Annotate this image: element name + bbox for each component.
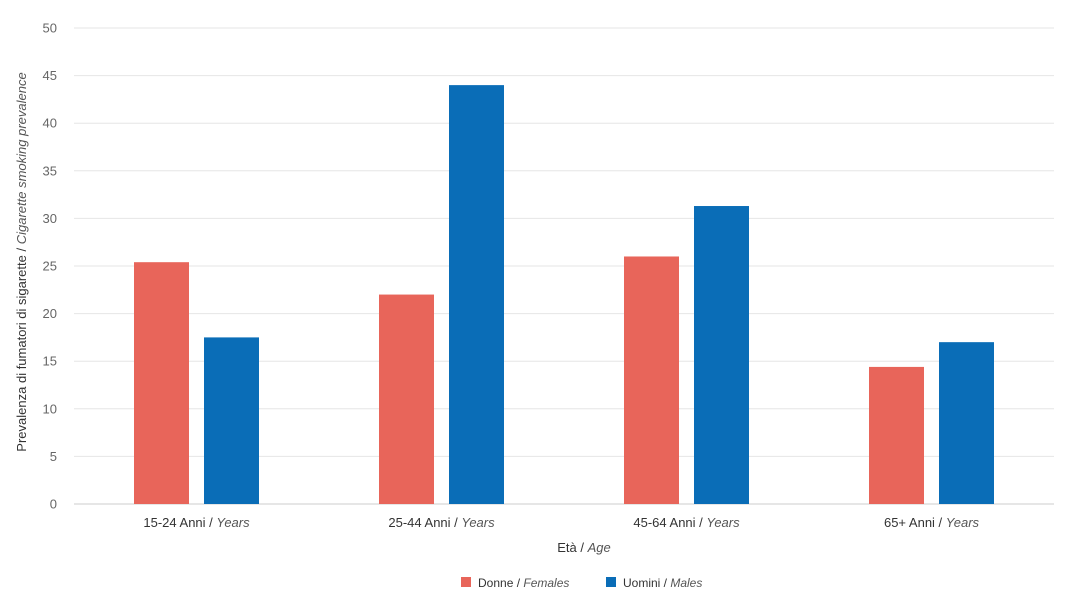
x-category-label-main: 15-24 Anni / xyxy=(143,515,216,530)
y-tick-label-35: 35 xyxy=(43,163,57,178)
x-category-label-2: 25-44 Anni / Years xyxy=(388,515,495,530)
bar-females-3[interactable] xyxy=(624,256,679,504)
bar-females-4[interactable] xyxy=(869,366,924,504)
legend-label-males-main: Uomini / xyxy=(623,576,670,590)
x-axis-title: Età / Age xyxy=(557,540,611,555)
legend-item-males[interactable]: Uomini / Males xyxy=(606,576,702,590)
x-axis-title-italic: Age xyxy=(587,540,611,555)
x-category-label-italic: Years xyxy=(216,515,250,530)
legend-label-males-italic: Males xyxy=(670,576,702,590)
x-category-label-main: 25-44 Anni / xyxy=(388,515,461,530)
x-category-label-1: 15-24 Anni / Years xyxy=(143,515,250,530)
bar-males-2[interactable] xyxy=(449,85,504,505)
y-tick-label-0: 0 xyxy=(50,497,57,512)
x-category-labels: 15-24 Anni / Years 25-44 Anni / Years 45-6… xyxy=(143,515,979,530)
legend-swatch-males xyxy=(606,577,616,587)
legend-label-females: Donne / Females xyxy=(478,576,569,590)
y-tick-label-20: 20 xyxy=(43,306,57,321)
bar-males-3[interactable] xyxy=(694,206,749,505)
legend: Donne / Females Uomini / Males xyxy=(461,576,702,590)
y-tick-label-10: 10 xyxy=(43,401,57,416)
x-category-label-4: 65+ Anni / Years xyxy=(884,515,980,530)
legend-label-females-main: Donne / xyxy=(478,576,523,590)
y-tick-label-25: 25 xyxy=(43,259,57,274)
x-category-label-3: 45-64 Anni / Years xyxy=(633,515,740,530)
y-axis-title: Prevalenza di fumatori di sigarette / Ci… xyxy=(14,72,29,451)
y-axis-title-italic: Cigarette smoking prevalence xyxy=(14,72,29,244)
y-tick-label-30: 30 xyxy=(43,211,57,226)
bars xyxy=(134,85,994,505)
y-tick-label-5: 5 xyxy=(50,449,57,464)
x-category-label-main: 65+ Anni / xyxy=(884,515,946,530)
bar-females-1[interactable] xyxy=(134,262,189,504)
y-tick-label-50: 50 xyxy=(43,21,57,36)
bar-females-2[interactable] xyxy=(379,294,434,504)
y-axis-title-main: Prevalenza di fumatori di sigarette / xyxy=(14,244,29,451)
y-tick-label-15: 15 xyxy=(43,354,57,369)
y-tick-label-40: 40 xyxy=(43,116,57,131)
x-axis-title-main: Età / xyxy=(557,540,587,555)
bar-males-4[interactable] xyxy=(939,342,994,504)
bar-males-1[interactable] xyxy=(204,337,259,504)
x-category-label-italic: Years xyxy=(946,515,980,530)
y-tick-label-45: 45 xyxy=(43,68,57,83)
legend-label-females-italic: Females xyxy=(523,576,569,590)
x-category-label-italic: Years xyxy=(461,515,495,530)
legend-label-males: Uomini / Males xyxy=(623,576,702,590)
x-category-label-italic: Years xyxy=(706,515,740,530)
legend-swatch-females xyxy=(461,577,471,587)
x-category-label-main: 45-64 Anni / xyxy=(633,515,706,530)
y-tick-labels: 0 5 10 15 20 25 30 35 40 45 50 xyxy=(43,21,57,512)
legend-item-females[interactable]: Donne / Females xyxy=(461,576,569,590)
